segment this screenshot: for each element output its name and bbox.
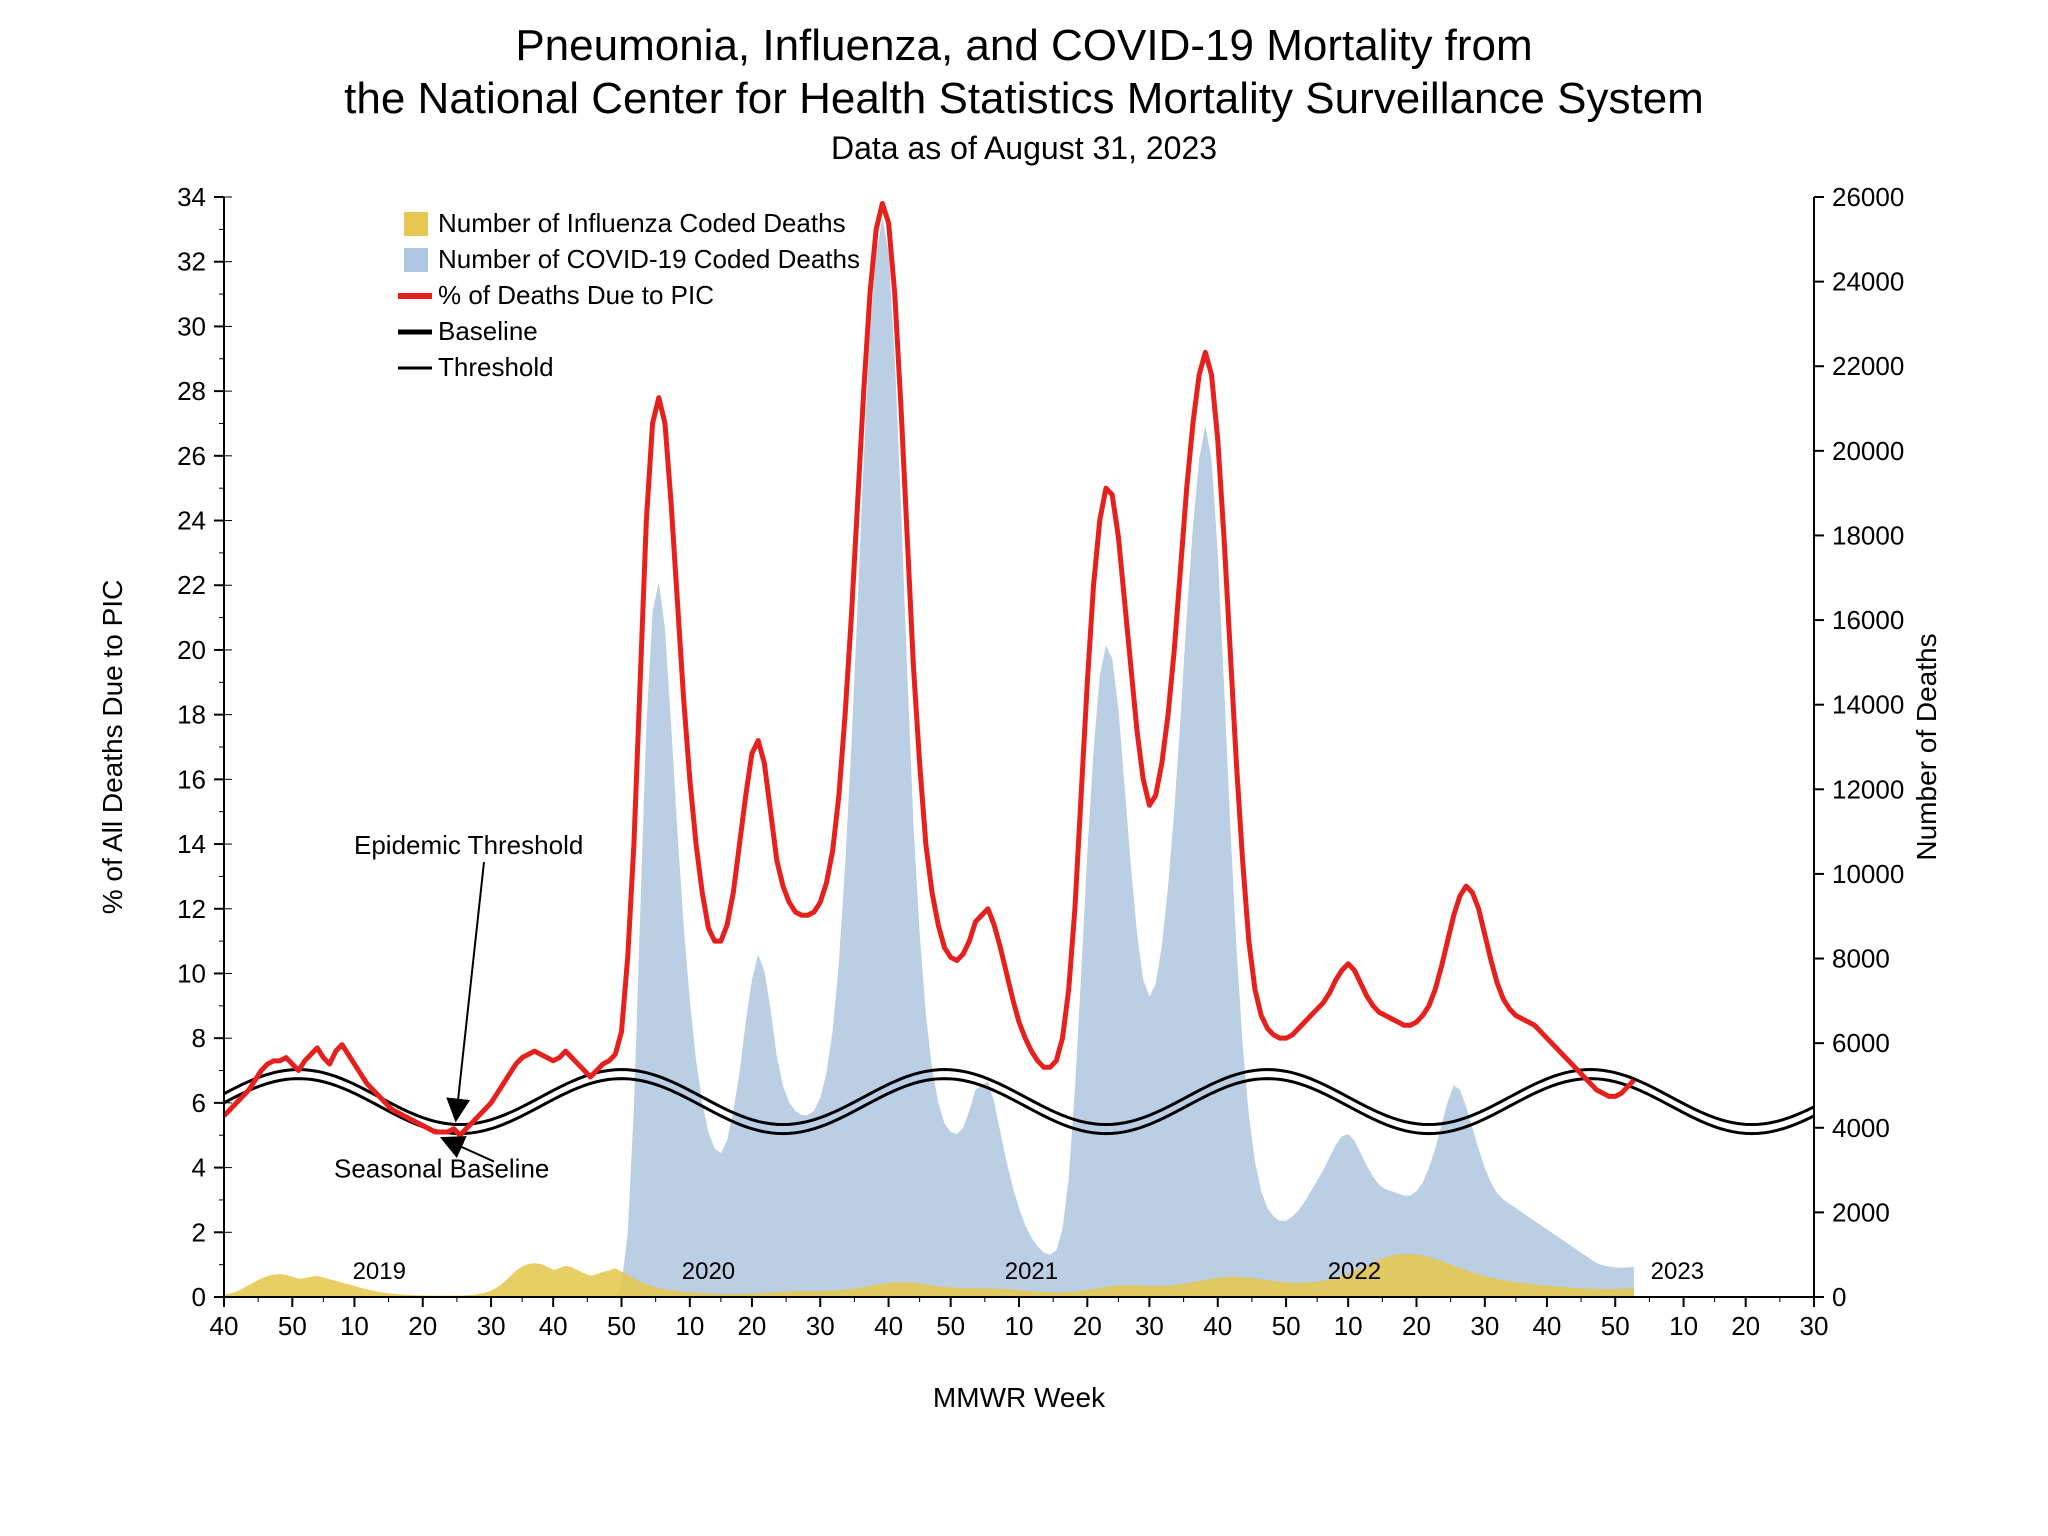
x-tick-label: 30 [1470, 1311, 1499, 1341]
y-left-tick-label: 20 [177, 635, 206, 665]
legend-label-baseline: Baseline [438, 316, 538, 346]
year-label: 2022 [1328, 1258, 1381, 1285]
x-tick-label: 40 [1203, 1311, 1232, 1341]
x-tick-label: 50 [1601, 1311, 1630, 1341]
page-root: Pneumonia, Influenza, and COVID-19 Morta… [0, 0, 2048, 1536]
y-right-tick-label: 2000 [1832, 1197, 1890, 1227]
x-tick-label: 30 [1800, 1311, 1829, 1341]
x-tick-label: 10 [340, 1311, 369, 1341]
y-right-tick-label: 14000 [1832, 689, 1904, 719]
x-tick-label: 50 [607, 1311, 636, 1341]
y-right-tick-label: 20000 [1832, 435, 1904, 465]
x-tick-label: 20 [1073, 1311, 1102, 1341]
x-tick-label: 50 [1272, 1311, 1301, 1341]
pic-line [224, 203, 1634, 1135]
x-tick-label: 10 [1669, 1311, 1698, 1341]
x-tick-label: 20 [737, 1311, 766, 1341]
year-label: 2019 [353, 1258, 406, 1285]
y-right-axis-label: Number of Deaths [1911, 633, 1942, 860]
year-label: 2023 [1651, 1258, 1704, 1285]
y-left-tick-label: 16 [177, 764, 206, 794]
threshold-line [224, 1069, 1814, 1124]
x-tick-label: 10 [1334, 1311, 1363, 1341]
y-right-tick-label: 22000 [1832, 351, 1904, 381]
y-right-tick-label: 8000 [1832, 943, 1890, 973]
title-block: Pneumonia, Influenza, and COVID-19 Morta… [40, 20, 2008, 167]
y-right-tick-label: 26000 [1832, 182, 1904, 212]
title-line-2: the National Center for Health Statistic… [40, 73, 2008, 126]
y-left-tick-label: 2 [192, 1217, 206, 1247]
y-left-axis-label: % of All Deaths Due to PIC [97, 579, 128, 914]
x-tick-label: 10 [675, 1311, 704, 1341]
y-left-tick-label: 4 [192, 1152, 206, 1182]
x-tick-label: 30 [1135, 1311, 1164, 1341]
x-tick-label: 40 [539, 1311, 568, 1341]
x-tick-label: 30 [806, 1311, 835, 1341]
annotation-arrow-threshold [456, 862, 484, 1119]
legend-label-influenza: Number of Influenza Coded Deaths [438, 208, 846, 238]
x-tick-label: 20 [1731, 1311, 1760, 1341]
annotation-seasonal-baseline: Seasonal Baseline [334, 1153, 549, 1183]
y-right-tick-label: 12000 [1832, 774, 1904, 804]
chart-svg: 0246810121416182022242628303234020004000… [84, 177, 1964, 1437]
y-left-tick-label: 26 [177, 440, 206, 470]
year-label: 2021 [1005, 1258, 1058, 1285]
covid-area [224, 218, 1634, 1297]
y-left-tick-label: 22 [177, 570, 206, 600]
y-left-tick-label: 28 [177, 376, 206, 406]
y-right-tick-label: 4000 [1832, 1112, 1890, 1142]
y-left-tick-label: 10 [177, 958, 206, 988]
y-right-tick-label: 18000 [1832, 520, 1904, 550]
legend-swatch-covid [404, 248, 428, 272]
x-tick-label: 40 [1532, 1311, 1561, 1341]
legend-label-pic: % of Deaths Due to PIC [438, 280, 714, 310]
x-tick-label: 20 [408, 1311, 437, 1341]
chart-container: 0246810121416182022242628303234020004000… [84, 177, 1964, 1437]
y-right-tick-label: 24000 [1832, 266, 1904, 296]
legend-label-threshold: Threshold [438, 352, 554, 382]
x-tick-label: 30 [477, 1311, 506, 1341]
y-right-tick-label: 6000 [1832, 1028, 1890, 1058]
y-left-tick-label: 32 [177, 246, 206, 276]
subtitle: Data as of August 31, 2023 [40, 130, 2008, 167]
title-line-1: Pneumonia, Influenza, and COVID-19 Morta… [40, 20, 2008, 73]
x-tick-label: 40 [874, 1311, 903, 1341]
x-tick-label: 10 [1005, 1311, 1034, 1341]
legend-swatch-influenza [404, 212, 428, 236]
x-tick-label: 40 [210, 1311, 239, 1341]
x-tick-label: 20 [1402, 1311, 1431, 1341]
y-right-tick-label: 0 [1832, 1282, 1846, 1312]
y-left-tick-label: 24 [177, 505, 206, 535]
y-left-tick-label: 0 [192, 1282, 206, 1312]
x-tick-label: 50 [936, 1311, 965, 1341]
y-right-tick-label: 10000 [1832, 859, 1904, 889]
annotation-epidemic-threshold: Epidemic Threshold [354, 830, 583, 860]
y-left-tick-label: 14 [177, 829, 206, 859]
y-left-tick-label: 18 [177, 699, 206, 729]
x-axis-label: MMWR Week [933, 1382, 1106, 1413]
y-left-tick-label: 8 [192, 1023, 206, 1053]
x-tick-label: 50 [278, 1311, 307, 1341]
y-left-tick-label: 6 [192, 1087, 206, 1117]
y-left-tick-label: 12 [177, 893, 206, 923]
legend: Number of Influenza Coded Deaths Number o… [398, 208, 860, 382]
y-right-tick-label: 16000 [1832, 605, 1904, 635]
y-left-tick-label: 34 [177, 182, 206, 212]
legend-label-covid: Number of COVID-19 Coded Deaths [438, 244, 860, 274]
y-left-tick-label: 30 [177, 311, 206, 341]
year-label: 2020 [682, 1258, 735, 1285]
